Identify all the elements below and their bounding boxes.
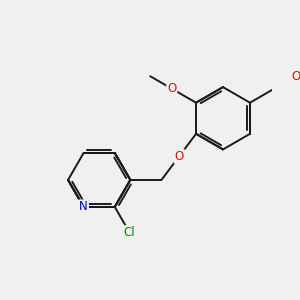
- Text: N: N: [79, 200, 88, 213]
- Text: O: O: [167, 82, 176, 95]
- Text: O: O: [175, 150, 184, 163]
- Text: Cl: Cl: [124, 226, 135, 239]
- Text: O: O: [291, 70, 300, 83]
